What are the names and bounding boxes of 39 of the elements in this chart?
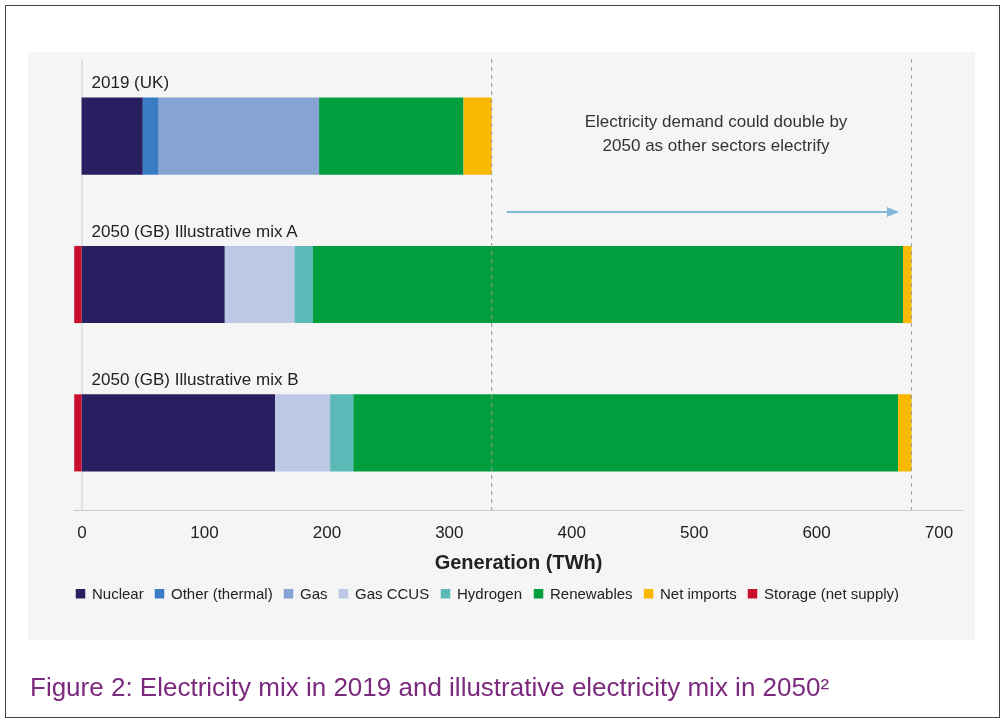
bar (81, 245, 225, 324)
bar (224, 245, 295, 324)
legend-label: Other (thermal) (171, 584, 273, 602)
bar (74, 245, 82, 324)
x-tick-label: 200 (312, 522, 342, 542)
bar (353, 394, 899, 472)
legend-label: Hydrogen (457, 584, 523, 602)
bar (142, 97, 159, 175)
x-tick-label: 300 (435, 522, 464, 542)
bar (312, 245, 904, 324)
x-tick-label: 100 (190, 522, 219, 542)
bar (463, 97, 492, 175)
y-tick-label: 2050 (GB) Illustrative mix B (91, 369, 299, 389)
bar (74, 394, 82, 472)
legend-label: Storage (net supply) (764, 584, 900, 602)
legend-label: Gas (300, 584, 328, 602)
bar (274, 394, 331, 472)
annotation: Electricity demand could double by 2050 as other sectors electrify (583, 111, 849, 157)
bar (319, 97, 464, 175)
x-tick-label: 0 (77, 522, 87, 542)
x-axis-title: Generation (TWh) (434, 550, 603, 573)
bar (81, 394, 275, 472)
x-tick-label: 600 (802, 522, 831, 542)
legend-label: Nuclear (92, 584, 144, 602)
bar (81, 97, 143, 175)
x-tick-label: 500 (679, 522, 709, 542)
legend-label: Renewables (550, 584, 633, 602)
bar (903, 245, 912, 324)
bar (330, 394, 354, 472)
bar (898, 394, 912, 472)
bar (294, 245, 313, 324)
y-tick-label: 2050 (GB) Illustrative mix A (91, 221, 299, 241)
x-tick-label: 400 (557, 522, 586, 542)
text: Figure 2: Electricity mix in 2019 and illustrative electricity mix in 2050² (30, 672, 830, 703)
legend-label: Gas CCUS (355, 584, 430, 602)
y-tick-label: 2019 (UK) (91, 73, 170, 93)
bar (158, 97, 320, 175)
x-tick-label: 700 (924, 522, 954, 542)
legend-label: Net imports (660, 584, 737, 602)
